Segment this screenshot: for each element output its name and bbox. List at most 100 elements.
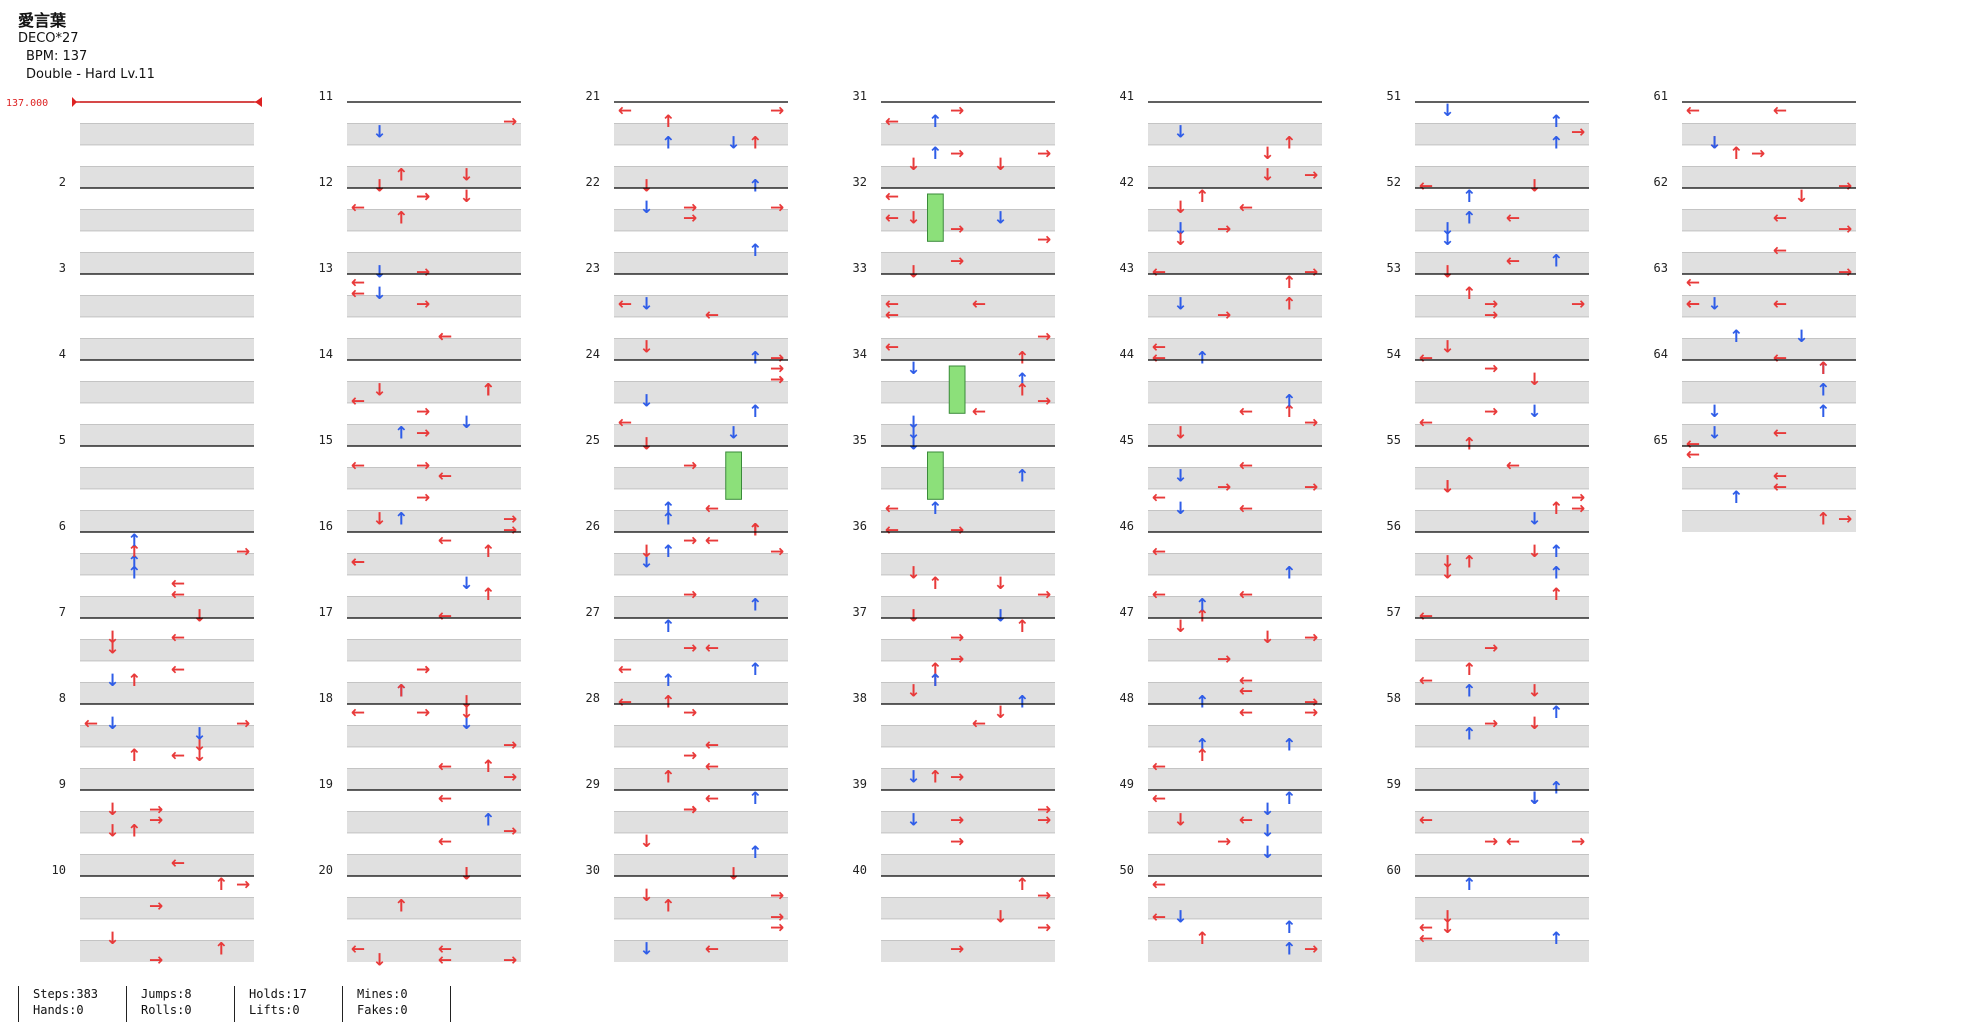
beat-row-shade: [80, 467, 254, 489]
step-arrow: ↓: [460, 714, 474, 734]
step-arrow: →: [683, 746, 697, 766]
step-arrow: ↓: [1174, 219, 1188, 239]
step-arrow: ↑: [748, 348, 762, 368]
step-arrow: ↓: [907, 262, 921, 282]
step-arrow: ←: [438, 327, 452, 347]
step-arrow: →: [1838, 510, 1852, 530]
measure-number: 45: [1120, 433, 1134, 447]
step-arrow: ↑: [1282, 273, 1296, 293]
step-arrow: →: [416, 187, 430, 207]
step-arrow: ↓: [460, 864, 474, 884]
measure-number: 37: [853, 605, 867, 619]
beat-row-shade: [1415, 725, 1589, 747]
step-arrow: ←: [705, 789, 719, 809]
step-arrow: ↑: [661, 692, 675, 712]
measure-number: 9: [59, 777, 66, 791]
beat-row-shade: [881, 209, 1055, 231]
beat-row-shade: [347, 252, 521, 274]
step-arrow: →: [770, 918, 784, 938]
step-arrow: ↓: [1174, 811, 1188, 831]
step-arrow: ↓: [1261, 800, 1275, 820]
step-arrow: ↑: [127, 821, 141, 841]
step-arrow: →: [1571, 295, 1585, 315]
step-arrow: ↑: [127, 553, 141, 573]
step-arrow: →: [950, 520, 964, 540]
step-arrow: →: [950, 252, 964, 272]
step-arrow: ↑: [1195, 596, 1209, 616]
step-arrow: →: [950, 101, 964, 121]
step-arrow: →: [950, 219, 964, 239]
measure-number: 12: [319, 175, 333, 189]
step-arrow: →: [1751, 144, 1765, 164]
step-arrow: →: [503, 735, 517, 755]
step-arrow: →: [503, 768, 517, 788]
measure-number: 33: [853, 261, 867, 275]
measure-number: 21: [586, 89, 600, 103]
beat-row-shade: [347, 295, 521, 317]
step-arrow: ↓: [994, 155, 1008, 175]
beat-row-shade: [881, 596, 1055, 618]
step-arrow: ↓: [1441, 907, 1455, 927]
step-arrow: ↑: [1549, 499, 1563, 519]
step-arrow: →: [950, 628, 964, 648]
measure-number: 31: [853, 89, 867, 103]
step-arrow: →: [1304, 413, 1318, 433]
step-arrow: →: [149, 811, 163, 831]
beat-row-shade: [1415, 252, 1589, 274]
step-arrow: ↓: [640, 434, 654, 454]
step-arrow: ↑: [1282, 735, 1296, 755]
step-arrow: ←: [705, 305, 719, 325]
step-arrow: ←: [438, 950, 452, 970]
beat-row-shade: [614, 338, 788, 360]
step-arrow: ←: [1506, 832, 1520, 852]
step-arrow: →: [416, 424, 430, 444]
step-arrow: ←: [705, 499, 719, 519]
step-arrow: →: [1304, 262, 1318, 282]
beat-row-shade: [1682, 510, 1856, 532]
step-arrow: ↑: [1015, 617, 1029, 637]
step-arrow: ←: [1239, 198, 1253, 218]
step-arrow: ↑: [928, 671, 942, 691]
step-arrow: ↓: [1261, 821, 1275, 841]
step-arrow: ↓: [1708, 295, 1722, 315]
step-arrow: ↓: [460, 166, 474, 186]
step-arrow: ↓: [1528, 789, 1542, 809]
step-arrow: ←: [438, 606, 452, 626]
measure-number: 42: [1120, 175, 1134, 189]
step-arrow: ↑: [1015, 381, 1029, 401]
step-arrow: ↓: [1528, 682, 1542, 702]
step-arrow: ↑: [661, 768, 675, 788]
beat-row-shade: [614, 639, 788, 661]
step-arrow: ←: [1419, 606, 1433, 626]
step-arrow: ↓: [1441, 563, 1455, 583]
step-arrow: ↓: [994, 907, 1008, 927]
measure-number: 26: [586, 519, 600, 533]
step-arrow: ↓: [1174, 198, 1188, 218]
step-arrow: ←: [171, 628, 185, 648]
step-arrow: ←: [1419, 348, 1433, 368]
step-arrow: ↑: [661, 510, 675, 530]
step-arrow: ↑: [748, 596, 762, 616]
beat-row-shade: [614, 424, 788, 446]
measure-number: 29: [586, 777, 600, 791]
step-arrow: ↑: [1282, 940, 1296, 960]
hold-body: [725, 451, 742, 500]
step-arrow: →: [416, 660, 430, 680]
step-arrow: ↑: [1282, 563, 1296, 583]
step-arrow: ←: [618, 101, 632, 121]
step-arrow: ↑: [1195, 746, 1209, 766]
step-arrow: ←: [1152, 488, 1166, 508]
step-arrow: ↓: [1174, 617, 1188, 637]
beat-row-shade: [1415, 553, 1589, 575]
step-arrow: ←: [1506, 209, 1520, 229]
step-arrow: ↑: [748, 660, 762, 680]
step-arrow: ↑: [1816, 359, 1830, 379]
step-arrow: ↓: [727, 424, 741, 444]
step-arrow: ↑: [394, 682, 408, 702]
step-arrow: ↑: [1729, 144, 1743, 164]
step-arrow: →: [683, 800, 697, 820]
measure-number: 57: [1387, 605, 1401, 619]
beat-row-shade: [1415, 940, 1589, 962]
beat-row-shade: [1148, 553, 1322, 575]
stat-block-holds: Holds:17 Lifts:0: [234, 986, 307, 1022]
